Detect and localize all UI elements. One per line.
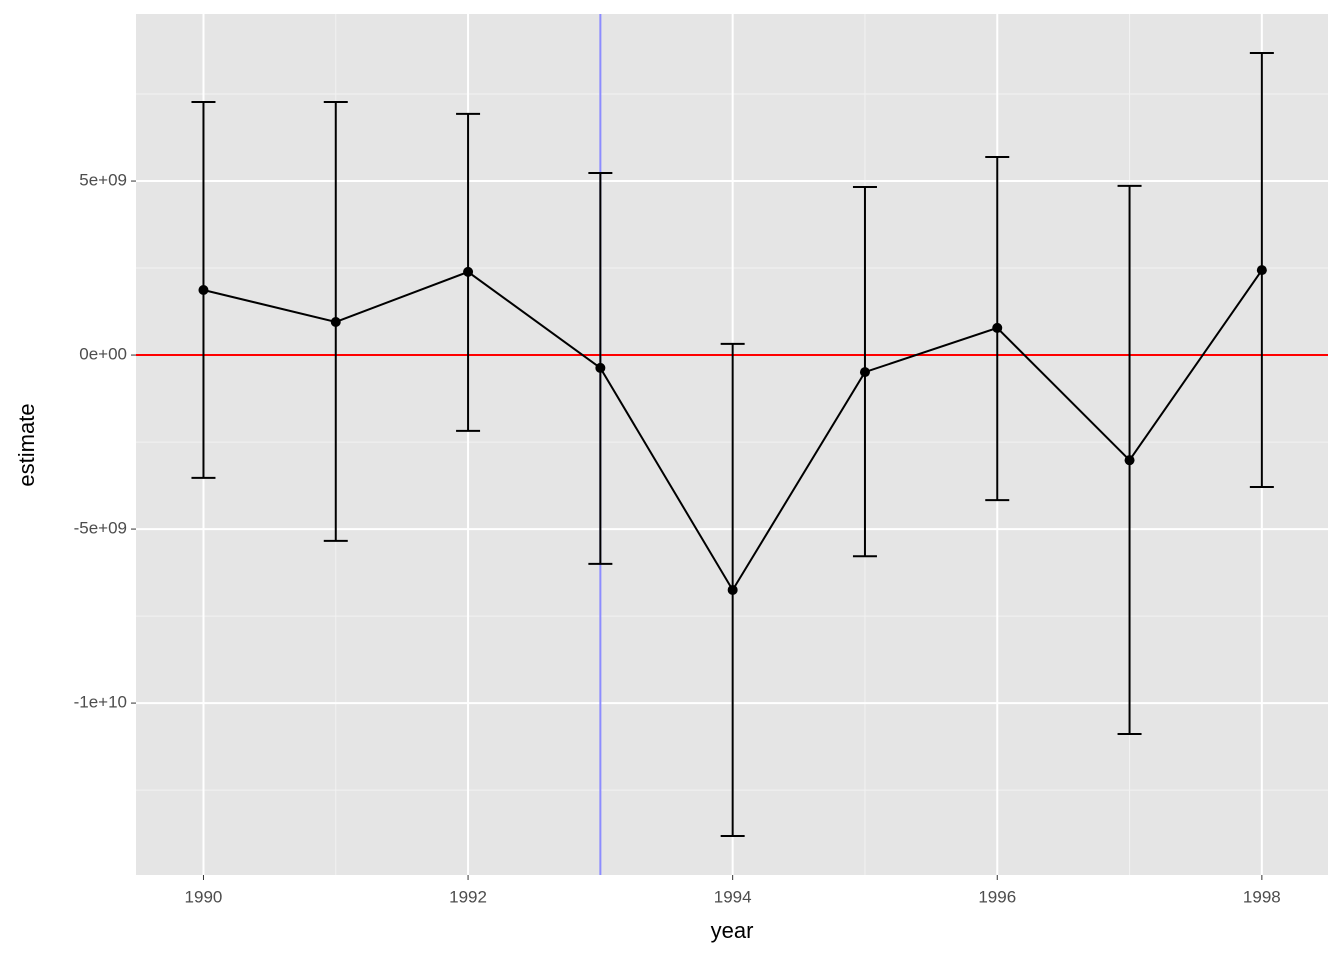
x-tick-label: 1996 — [978, 887, 1016, 906]
x-tick-label: 1990 — [185, 887, 223, 906]
point — [463, 266, 474, 277]
y-tick-label: -5e+09 — [74, 519, 127, 538]
point — [859, 367, 870, 378]
point — [1256, 265, 1267, 276]
x-tick-label: 1998 — [1243, 887, 1281, 906]
point — [992, 322, 1003, 333]
point — [595, 362, 606, 373]
point — [198, 284, 209, 295]
point — [727, 584, 738, 595]
y-tick-label: 5e+09 — [79, 171, 127, 190]
point — [1124, 455, 1135, 466]
y-tick-label: 0e+00 — [79, 345, 127, 364]
x-tick-label: 1994 — [714, 887, 752, 906]
point — [330, 316, 341, 327]
x-tick-label: 1992 — [449, 887, 487, 906]
y-tick-label: -1e+10 — [74, 693, 127, 712]
y-axis-title: estimate — [14, 403, 39, 486]
x-axis-title: year — [711, 918, 754, 943]
